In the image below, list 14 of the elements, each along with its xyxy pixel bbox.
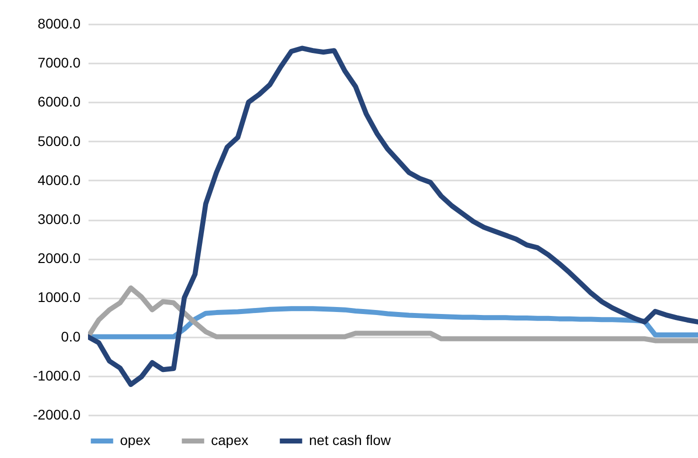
legend-label: capex — [211, 432, 248, 448]
y-tick-label: -1000.0 — [33, 367, 81, 384]
y-tick-label: 6000.0 — [38, 94, 81, 110]
y-tick-label: 5000.0 — [38, 132, 81, 149]
y-tick-label: 3000.0 — [38, 211, 81, 227]
y-tick-label: 2000.0 — [38, 250, 81, 266]
y-tick-label: 8000.0 — [38, 16, 81, 32]
y-tick-label: 4000.0 — [38, 172, 81, 188]
y-tick-label: 1000.0 — [38, 289, 81, 306]
y-tick-label: 0.0 — [61, 328, 81, 344]
legend-label: opex — [120, 432, 150, 448]
y-tick-label: -2000.0 — [33, 406, 81, 422]
y-tick-label: 7000.0 — [38, 54, 81, 71]
legend-label: net cash flow — [309, 432, 392, 448]
